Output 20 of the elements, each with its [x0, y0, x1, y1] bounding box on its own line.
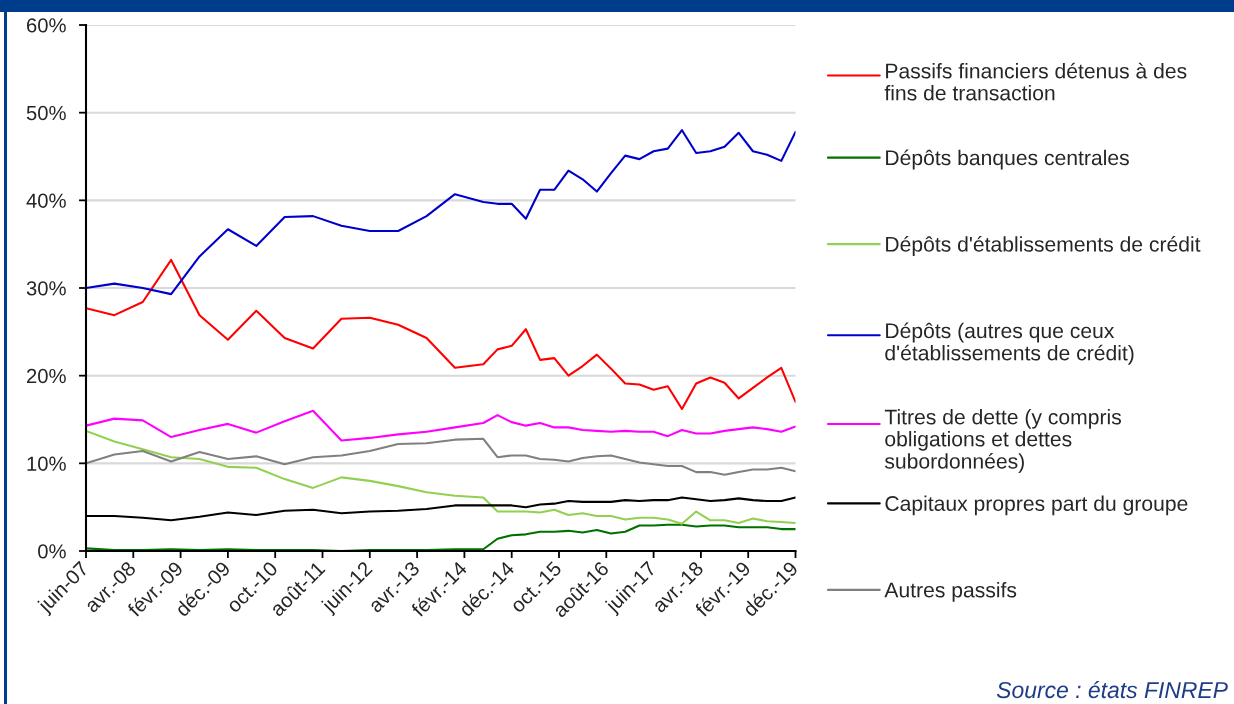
line-series [86, 437, 796, 476]
line-series [86, 429, 796, 525]
line-series [86, 258, 796, 411]
y-tick-label: 20% [26, 368, 66, 384]
legend-label: Dépôts (autres que ceux d'établissements de crédit) [885, 322, 1134, 365]
line-series [86, 129, 796, 296]
legend-label: Capitaux propres part du groupe [885, 495, 1188, 516]
line-series [86, 409, 796, 442]
y-tick-label: 10% [27, 456, 66, 471]
source-note: Source : états FINREP [996, 681, 1228, 699]
y-tick-label: 0% [38, 544, 66, 559]
y-tick-label: 40% [26, 193, 66, 208]
legend-label: Dépôts banques centrales [886, 149, 1129, 170]
y-tick-label: 30% [26, 281, 66, 296]
legend-label: Dépôts d'établissements de crédit [886, 236, 1201, 256]
legend-label: Passifs financiers détenus à des fins de transaction [884, 62, 1187, 101]
y-tick-label: 60% [27, 18, 66, 33]
legend-label: Titres de dette (y compris obligations et dettes subordonnées) [884, 409, 1121, 473]
y-tick-label: 50% [26, 105, 66, 121]
legend-label: Autres passifs [884, 582, 1017, 602]
